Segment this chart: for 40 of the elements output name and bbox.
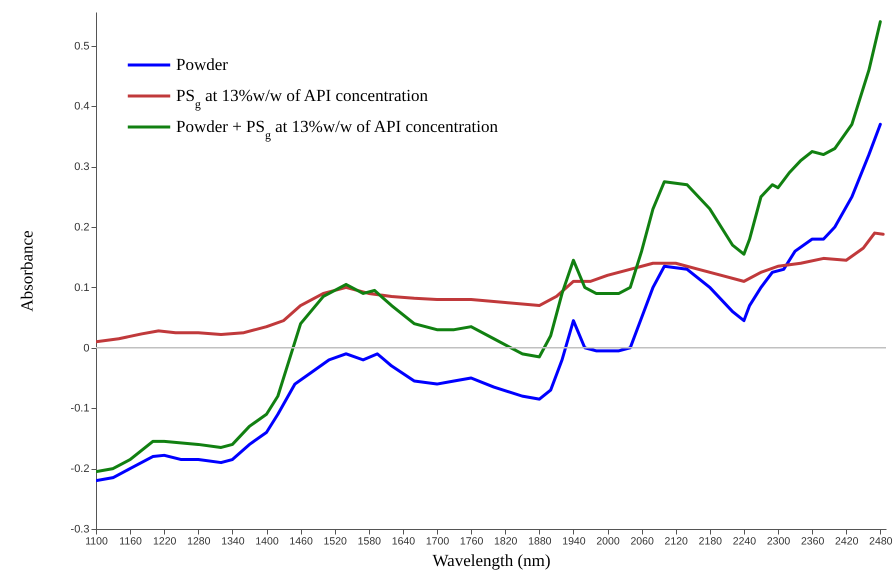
x-tick-label: 1160: [119, 536, 142, 548]
x-tick-label: 1580: [358, 536, 382, 548]
x-tick-label: 2480: [869, 536, 893, 548]
y-axis-title: Absorbance: [18, 230, 37, 312]
x-tick-label: 1280: [187, 536, 211, 548]
x-tick-label: 1520: [324, 536, 348, 548]
line-series: [96, 232, 885, 344]
y-tick-label: 0: [83, 342, 90, 354]
x-tick-label: 2240: [732, 536, 756, 548]
x-tick-label: 1340: [221, 536, 245, 548]
x-tick-label: 2060: [630, 536, 654, 548]
x-tick-label: 2120: [664, 536, 688, 548]
legend-label: Powder + PS$_{g}$ at 13%w/w of API concentration: [176, 117, 498, 142]
x-tick-label: 2180: [698, 536, 722, 548]
y-tick-label: -0.3: [70, 524, 90, 536]
legend-label: Powder: [176, 55, 228, 74]
y-tick-label: 0.5: [74, 40, 90, 52]
y-tick-label: -0.1: [70, 402, 90, 415]
x-tick-label: 1460: [289, 536, 313, 548]
x-tick-label: 1220: [153, 536, 177, 548]
x-tick-label: 1640: [392, 536, 416, 548]
y-tick-label: 0.3: [74, 161, 90, 174]
y-tick-label: 0.1: [74, 282, 90, 294]
y-tick-label: 0.2: [74, 222, 90, 234]
x-tick-label: 1760: [460, 536, 484, 548]
x-tick-label: 2420: [835, 536, 859, 548]
x-tick-label: 1400: [255, 536, 279, 548]
x-tick-label: 1880: [528, 536, 552, 548]
x-tick-label: 1700: [426, 536, 450, 548]
y-tick-label: -0.2: [70, 463, 90, 476]
x-tick-label: 1940: [562, 536, 586, 548]
x-tick-label: 1100: [85, 536, 108, 548]
y-tick-label: 0.4: [74, 100, 90, 113]
x-tick-label: 2000: [596, 536, 620, 548]
x-axis-title: Wavelength (nm): [432, 551, 551, 570]
x-tick-label: 2300: [766, 536, 790, 548]
line-series: [96, 20, 882, 474]
x-tick-label: 2360: [800, 536, 824, 548]
x-tick-label: 1820: [494, 536, 518, 548]
legend-label: PS$_{g}$ at 13%w/w of API concentration: [176, 86, 428, 111]
